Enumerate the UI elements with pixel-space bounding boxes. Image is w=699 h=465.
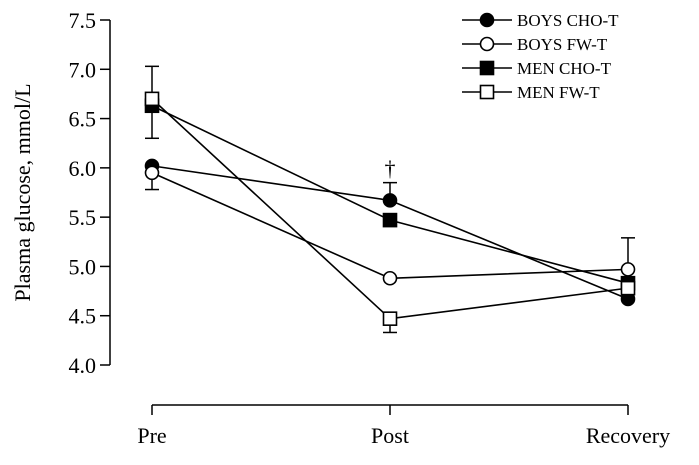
annotations: † <box>385 156 396 181</box>
legend-label-boys-cho-t: BOYS CHO-T <box>517 11 619 30</box>
data-point-men-cho-t <box>382 212 398 228</box>
legend-marker-boys-fw-t <box>479 36 495 52</box>
data-point-men-fw-t <box>620 280 636 296</box>
legend-marker-men-cho-t <box>479 60 495 76</box>
data-point-boys-cho-t <box>382 193 398 208</box>
series-lines <box>151 98 629 320</box>
data-point-men-fw-t <box>144 91 160 107</box>
data-points <box>144 91 636 326</box>
x-tick-label: Recovery <box>586 423 670 448</box>
y-tick-label: 5.0 <box>69 254 97 279</box>
y-tick-label: 5.5 <box>69 205 97 230</box>
x-tick-label: Post <box>371 423 409 448</box>
y-tick-label: 6.0 <box>69 156 97 181</box>
y-tick-label: 7.0 <box>69 57 97 82</box>
legend-label-men-cho-t: MEN CHO-T <box>517 59 612 78</box>
series-line-men-fw-t <box>151 98 629 320</box>
y-tick-label: 7.5 <box>69 8 97 33</box>
x-tick-label: Pre <box>137 423 166 448</box>
legend-label-boys-fw-t: BOYS FW-T <box>517 35 608 54</box>
data-point-men-fw-t <box>382 311 398 326</box>
legend-marker-boys-cho-t <box>479 12 495 28</box>
data-point-boys-fw-t <box>382 270 398 286</box>
legend-label-men-fw-t: MEN FW-T <box>517 83 600 102</box>
legend-marker-men-fw-t <box>479 84 495 100</box>
y-axis-label: Plasma glucose, mmol/L <box>10 83 35 301</box>
data-point-boys-fw-t <box>144 165 160 181</box>
significance-marker: † <box>385 156 396 181</box>
y-tick-label: 4.5 <box>69 304 97 329</box>
y-tick-label: 4.0 <box>69 353 97 378</box>
data-point-boys-fw-t <box>620 262 636 277</box>
legend: BOYS CHO-T BOYS FW-T MEN CHO-T MEN FW-T <box>462 11 619 102</box>
axes: 4.0 4.5 5.0 5.5 6.0 6.5 7.0 7.5 Pre Post Recovery <box>69 8 671 448</box>
y-tick-label: 6.5 <box>69 107 97 132</box>
